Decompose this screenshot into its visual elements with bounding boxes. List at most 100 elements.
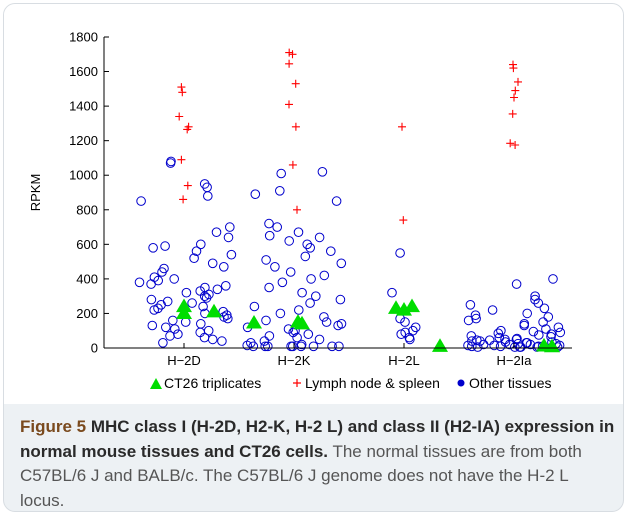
lymph-node-spleen-point <box>510 93 518 102</box>
lymph-node-spleen-point <box>183 181 192 190</box>
other-tissue-point <box>543 312 554 322</box>
other-tissue-point <box>276 168 287 179</box>
other-tissue-point <box>146 279 156 289</box>
y-axis-label: RPKM <box>28 174 43 212</box>
other-tissue-point <box>489 340 500 351</box>
other-tissue-point <box>181 287 192 298</box>
legend-lymph-label: Lymph node & spleen <box>305 375 440 391</box>
other-tissue-point <box>158 338 168 348</box>
other-tissue-point <box>400 317 410 327</box>
other-tissue-point <box>308 341 319 352</box>
lymph-node-spleen-point <box>177 83 186 92</box>
other-tissue-point <box>538 317 548 327</box>
other-tissue-point <box>242 340 252 351</box>
legend-triangle-marker <box>150 378 162 389</box>
other-tissue-point <box>293 227 304 237</box>
lymph-node-spleen-point <box>399 216 408 225</box>
other-tissue-point <box>211 227 222 237</box>
y-tick-label: 1600 <box>69 64 98 79</box>
other-tissue-point <box>334 341 344 352</box>
y-tick-label: 1800 <box>69 30 98 45</box>
other-tissue-point <box>475 336 485 346</box>
other-tissue-point <box>314 334 325 345</box>
other-tissue-point <box>207 334 218 345</box>
y-tick-label: 800 <box>76 202 98 217</box>
lymph-node-spleen-point <box>293 205 301 214</box>
ct26-triplicate-point <box>294 315 310 330</box>
other-tissue-point <box>314 232 325 243</box>
legend: CT26 triplicates Lymph node & spleen Other… <box>150 375 551 391</box>
other-tissue-point <box>146 294 157 305</box>
x-tick-label: H−2K <box>278 353 311 368</box>
other-tissue-point <box>487 305 498 315</box>
other-tissue-point <box>303 329 314 340</box>
other-tissue-point <box>223 313 233 324</box>
other-tissue-point <box>275 186 285 196</box>
other-tissue-point <box>149 305 159 315</box>
other-tissue-point <box>225 222 235 232</box>
lymph-node-spleen-point <box>288 50 297 59</box>
other-tissue-point <box>292 332 302 343</box>
other-tissue-point <box>522 308 533 319</box>
other-tissue-point <box>203 191 213 201</box>
other-tissue-point <box>519 320 530 331</box>
y-tick-label: 600 <box>76 237 98 252</box>
other-tissue-point <box>496 325 506 336</box>
other-tissue-point <box>395 248 405 258</box>
y-tick-label: 1200 <box>69 133 98 148</box>
other-tissue-point <box>277 277 288 288</box>
y-tick-label: 200 <box>76 306 98 321</box>
lymph-node-spleen-point <box>285 100 293 109</box>
other-tissue-point <box>463 340 473 351</box>
other-tissue-point <box>219 262 229 272</box>
lymph-node-spleen-point <box>177 155 186 164</box>
other-tissue-point <box>311 291 321 302</box>
ct26-triplicate-point <box>404 298 420 313</box>
other-tissue-point <box>165 158 176 168</box>
y-tick-label: 1400 <box>69 99 98 114</box>
caption-body: The normal tissues are from both C57BL/6… <box>20 441 582 510</box>
figure-caption: Figure 5 MHC class I (H-2D, H2-K, H-2 L)… <box>20 415 615 511</box>
caption-label: Figure 5 <box>20 417 87 436</box>
ct26-triplicate-point <box>396 301 412 316</box>
lymph-node-spleen-point <box>288 160 297 169</box>
other-tissue-point <box>221 281 231 291</box>
other-tissue-point <box>199 291 210 302</box>
other-tissue-point <box>319 270 330 281</box>
other-tissue-point <box>134 277 145 288</box>
other-tissue-point <box>212 284 223 295</box>
other-tissue-point <box>478 339 489 350</box>
other-tissue-point <box>306 274 316 284</box>
ct26-triplicate-point <box>246 314 262 329</box>
y-tick-label: 1000 <box>69 168 98 183</box>
other-tissue-point <box>553 322 564 333</box>
other-tissue-point <box>387 287 397 298</box>
other-tissue-point <box>528 326 539 337</box>
other-tissue-point <box>160 241 170 251</box>
other-tissue-point <box>530 294 540 305</box>
other-tissue-point <box>321 317 332 327</box>
other-tissue-point <box>285 267 296 277</box>
other-tissue-point <box>250 189 261 199</box>
ct26-triplicate-point <box>176 305 192 320</box>
other-tissue-point <box>534 330 544 340</box>
lymph-node-spleen-point <box>183 125 192 134</box>
other-tissue-point <box>226 249 237 260</box>
other-tissue-point <box>249 301 260 312</box>
lymph-node-spleen-point <box>514 77 522 86</box>
other-tissue-point <box>539 303 550 314</box>
other-tissue-point <box>157 267 167 277</box>
other-tissue-point <box>264 282 274 293</box>
other-tissue-point <box>199 179 210 189</box>
other-tissue-point <box>196 239 206 250</box>
other-tissue-point <box>218 306 228 317</box>
other-tissue-point <box>264 218 274 229</box>
other-tissue-point <box>511 279 522 289</box>
other-tissue-point <box>148 243 158 253</box>
other-tissue-point <box>305 298 315 308</box>
other-tissue-point <box>319 312 329 322</box>
other-tissue-point <box>261 255 271 265</box>
lymph-node-spleen-point <box>506 139 515 148</box>
lymph-node-spleen-point <box>511 141 520 149</box>
scatter-plot: 0 200 400 600 800 1000 1200 1400 1600 1800 H−2D H−2… <box>4 4 623 404</box>
